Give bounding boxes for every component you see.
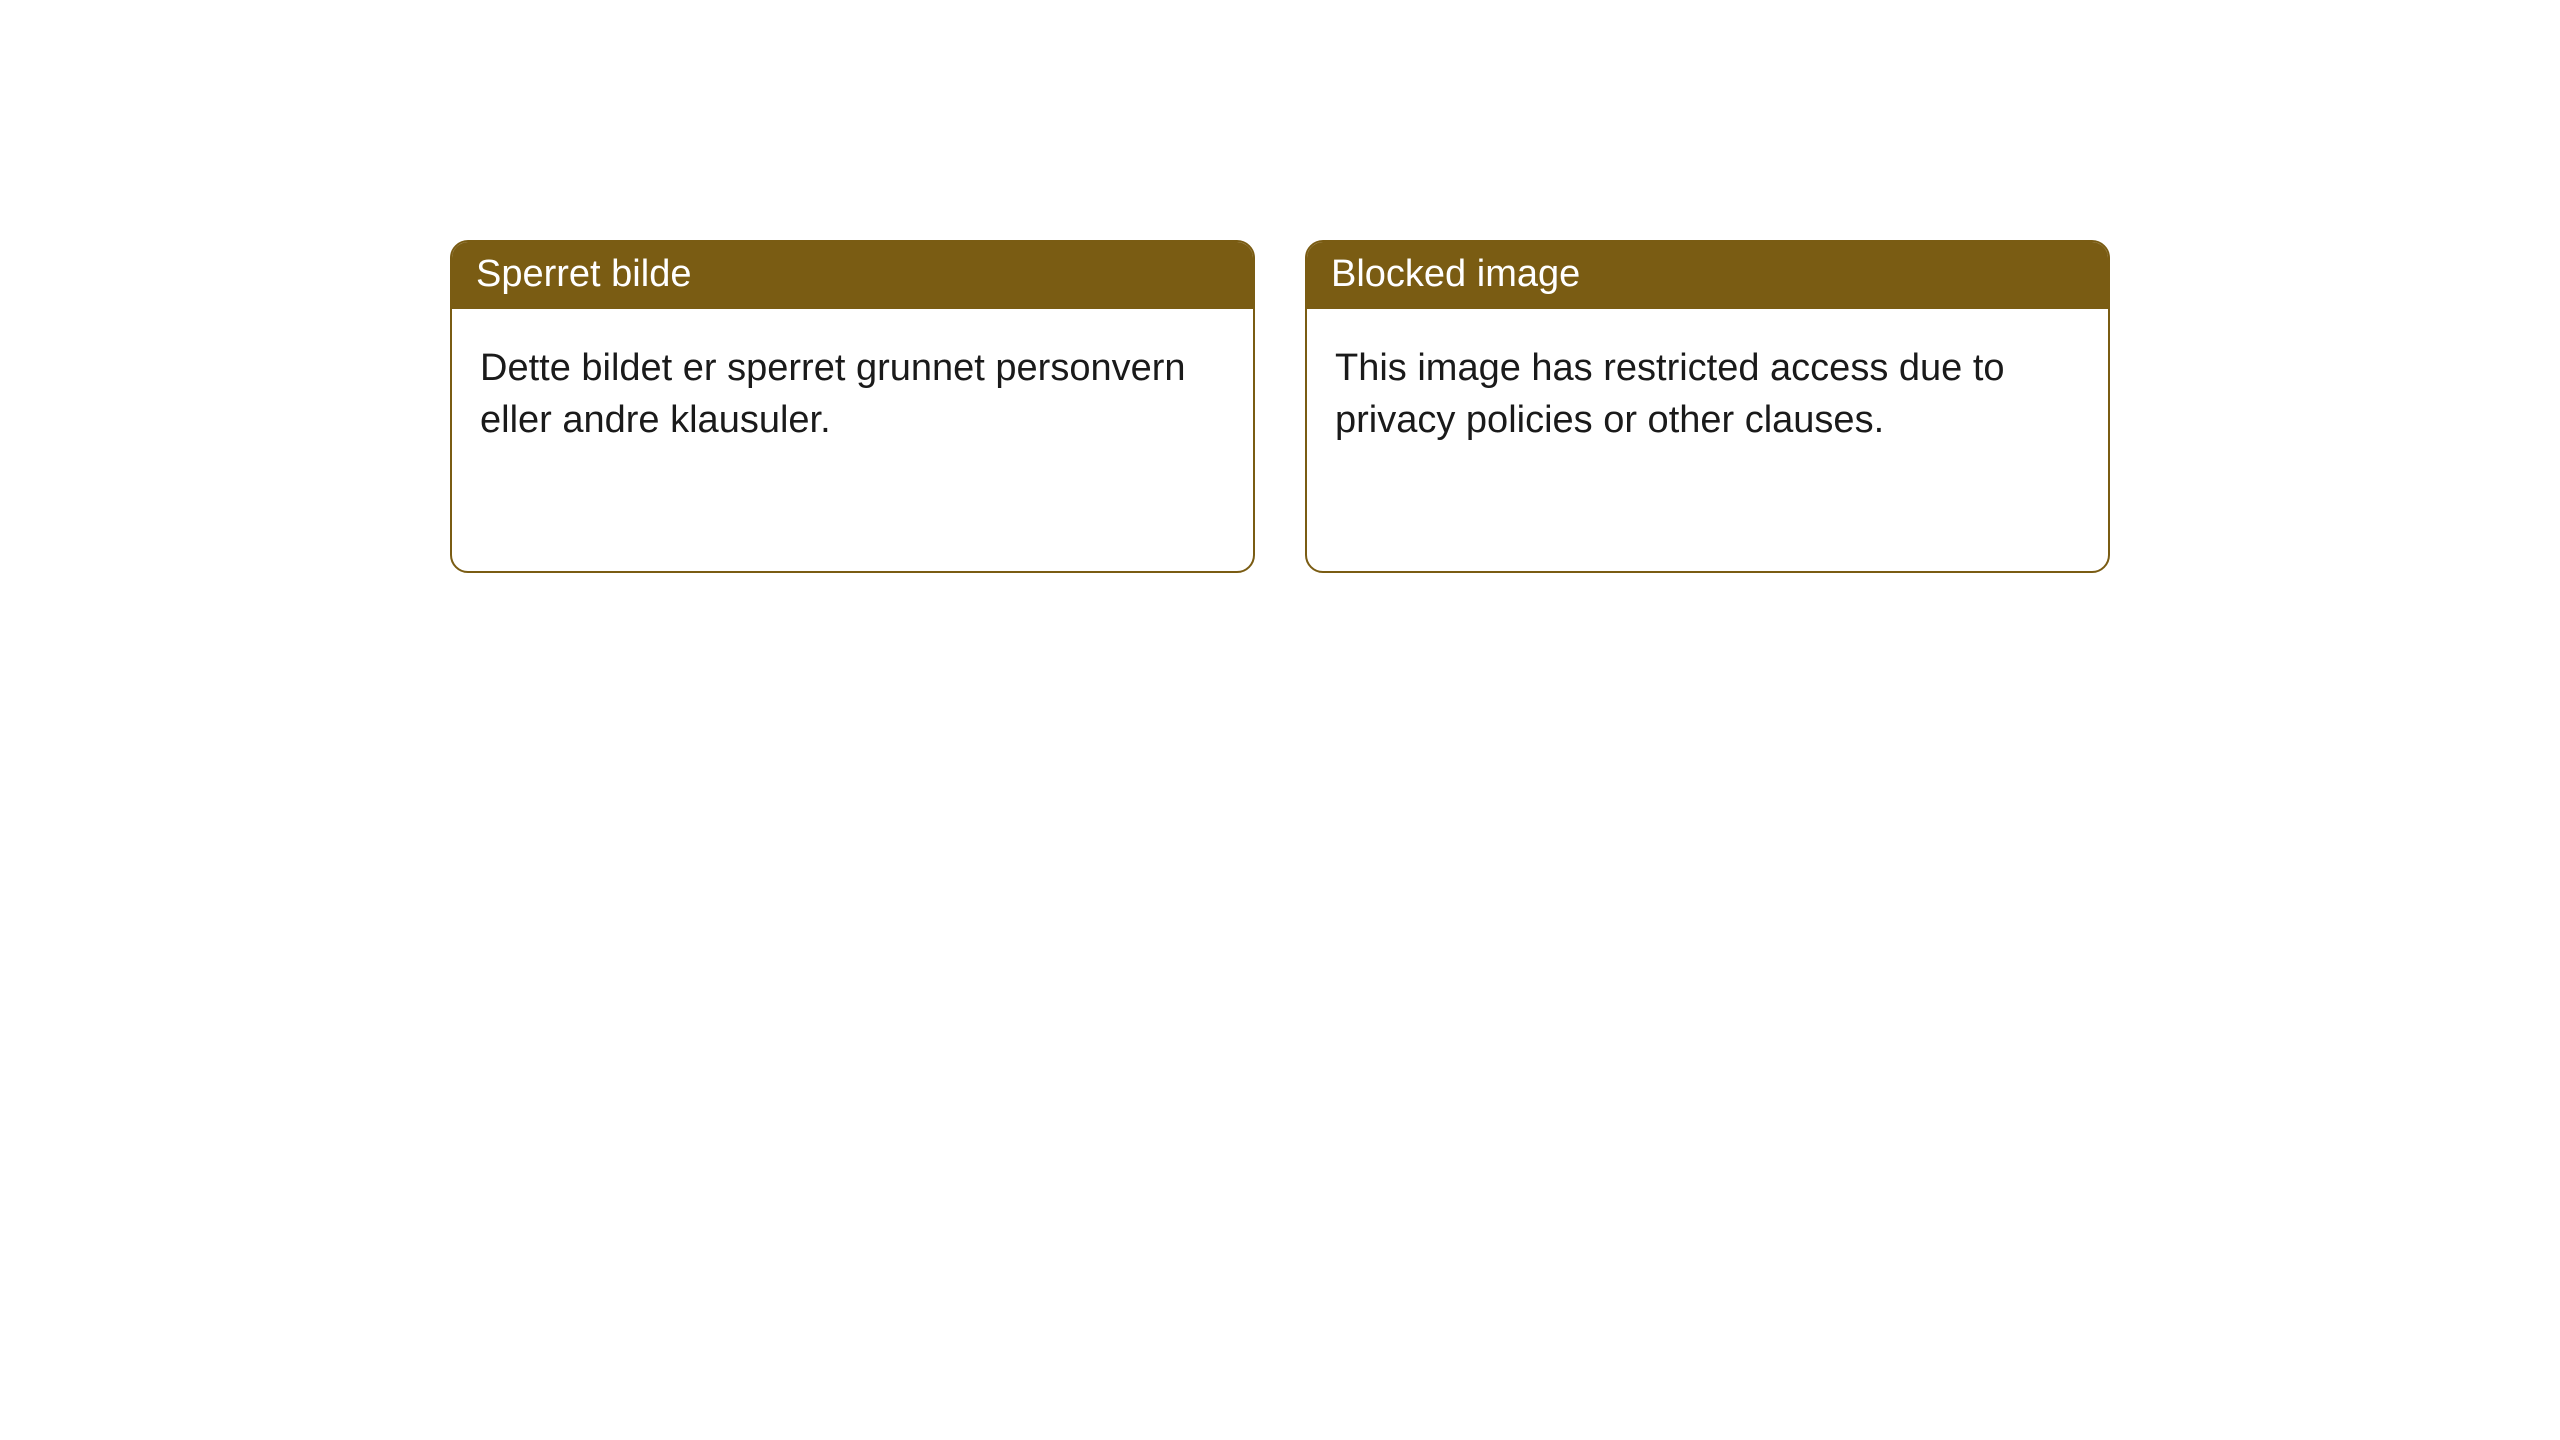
notice-container: Sperret bilde Dette bildet er sperret gr… bbox=[0, 0, 2560, 573]
notice-header: Sperret bilde bbox=[452, 242, 1253, 309]
notice-card-english: Blocked image This image has restricted … bbox=[1305, 240, 2110, 573]
notice-body: Dette bildet er sperret grunnet personve… bbox=[452, 309, 1253, 474]
notice-body: This image has restricted access due to … bbox=[1307, 309, 2108, 474]
notice-card-norwegian: Sperret bilde Dette bildet er sperret gr… bbox=[450, 240, 1255, 573]
notice-header: Blocked image bbox=[1307, 242, 2108, 309]
